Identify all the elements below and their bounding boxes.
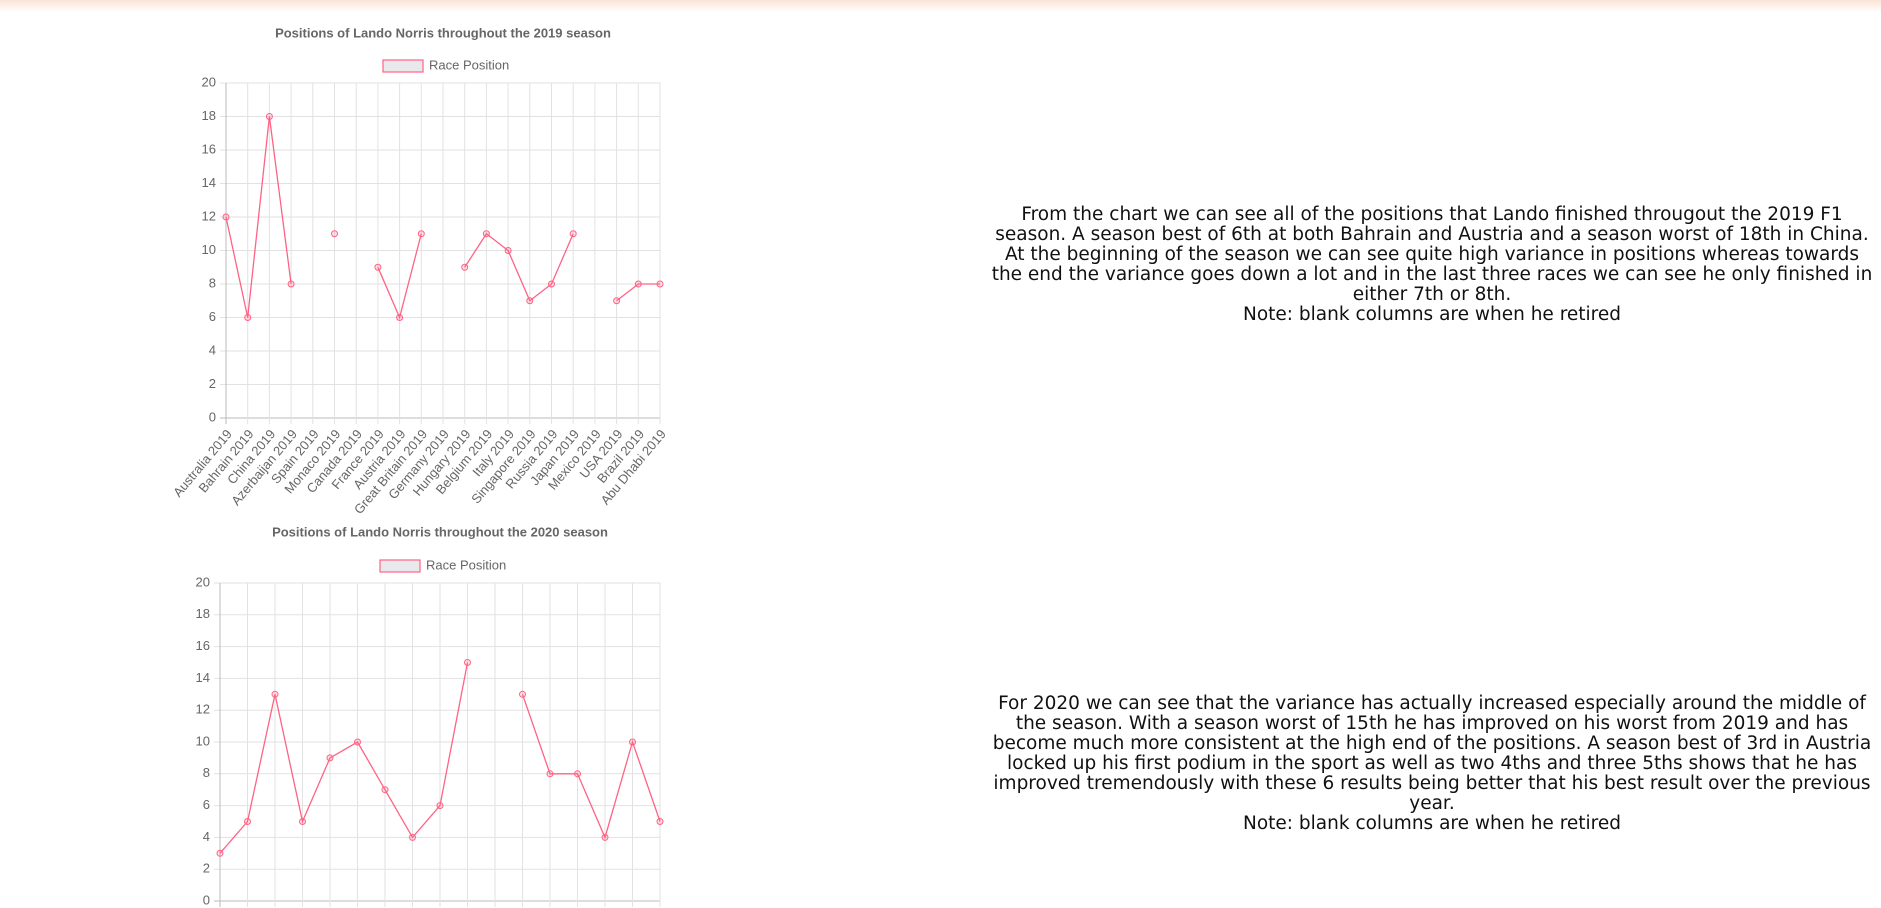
paragraph-body: For 2020 we can see that the variance ha… <box>992 693 1872 814</box>
data-point <box>271 690 279 698</box>
paragraph: From the chart we can see all of the pos… <box>990 205 1874 325</box>
data-point <box>417 230 425 238</box>
y-tick-label: 14 <box>196 670 210 685</box>
top-band <box>0 0 1881 12</box>
data-point <box>374 263 382 271</box>
legend-label: Race Position <box>426 557 506 572</box>
legend-swatch <box>382 59 424 73</box>
data-point <box>326 754 334 762</box>
y-tick-label: 4 <box>209 342 216 357</box>
data-point <box>613 297 621 305</box>
chart-title: Positions of Lando Norris throughout the… <box>275 25 611 40</box>
data-point <box>634 280 642 288</box>
data-point <box>287 280 295 288</box>
data-point <box>546 770 554 778</box>
y-tick-label: 18 <box>196 606 210 621</box>
data-point <box>629 738 636 746</box>
y-tick-label: 16 <box>202 141 216 156</box>
data-point <box>216 849 224 857</box>
data-point <box>409 833 416 841</box>
data-point <box>464 659 471 666</box>
y-tick-label: 8 <box>209 275 216 290</box>
paragraph-body: From the chart we can see all of the pos… <box>991 204 1873 305</box>
data-point <box>354 738 361 746</box>
y-tick-label: 6 <box>203 797 210 812</box>
y-tick-label: 20 <box>196 574 210 589</box>
data-point <box>299 818 306 825</box>
y-tick-label: 2 <box>209 376 216 391</box>
y-tick-label: 10 <box>202 242 216 257</box>
y-tick-label: 2 <box>203 861 210 876</box>
paragraph-note: Note: blank columns are when he retired <box>1243 813 1621 834</box>
y-tick-label: 8 <box>203 765 210 780</box>
y-tick-label: 12 <box>202 208 216 223</box>
data-point <box>244 818 251 825</box>
y-tick-label: 0 <box>209 409 216 424</box>
data-point <box>381 786 389 794</box>
data-point <box>569 230 577 238</box>
data-point <box>482 230 490 238</box>
data-point <box>656 818 664 825</box>
legend-label: Race Position <box>429 57 509 72</box>
data-point <box>265 113 273 120</box>
paragraph-note: Note: blank columns are when he retired <box>1243 304 1621 325</box>
data-point <box>461 263 469 271</box>
y-tick-label: 0 <box>203 892 210 907</box>
legend-swatch <box>379 559 421 573</box>
series-line <box>225 116 660 320</box>
data-point <box>548 280 555 288</box>
y-tick-label: 14 <box>202 175 216 190</box>
data-point <box>526 297 534 305</box>
data-point <box>519 690 526 698</box>
data-point <box>574 770 581 778</box>
data-point <box>601 833 609 841</box>
y-tick-label: 12 <box>196 702 210 717</box>
y-tick-label: 6 <box>209 309 216 324</box>
data-point <box>331 230 338 238</box>
paragraph: For 2020 we can see that the variance ha… <box>984 694 1880 834</box>
y-tick-label: 10 <box>196 733 210 748</box>
data-point <box>656 280 664 288</box>
data-point <box>504 247 512 254</box>
y-tick-label: 16 <box>196 638 210 653</box>
data-point <box>244 314 252 321</box>
chart-title: Positions of Lando Norris throughout the… <box>272 524 608 539</box>
data-point <box>436 802 444 810</box>
series-line <box>219 662 661 854</box>
y-tick-label: 4 <box>203 829 210 844</box>
data-point <box>396 314 404 321</box>
y-tick-label: 20 <box>202 74 216 89</box>
y-tick-label: 18 <box>202 108 216 123</box>
data-point <box>222 213 230 221</box>
